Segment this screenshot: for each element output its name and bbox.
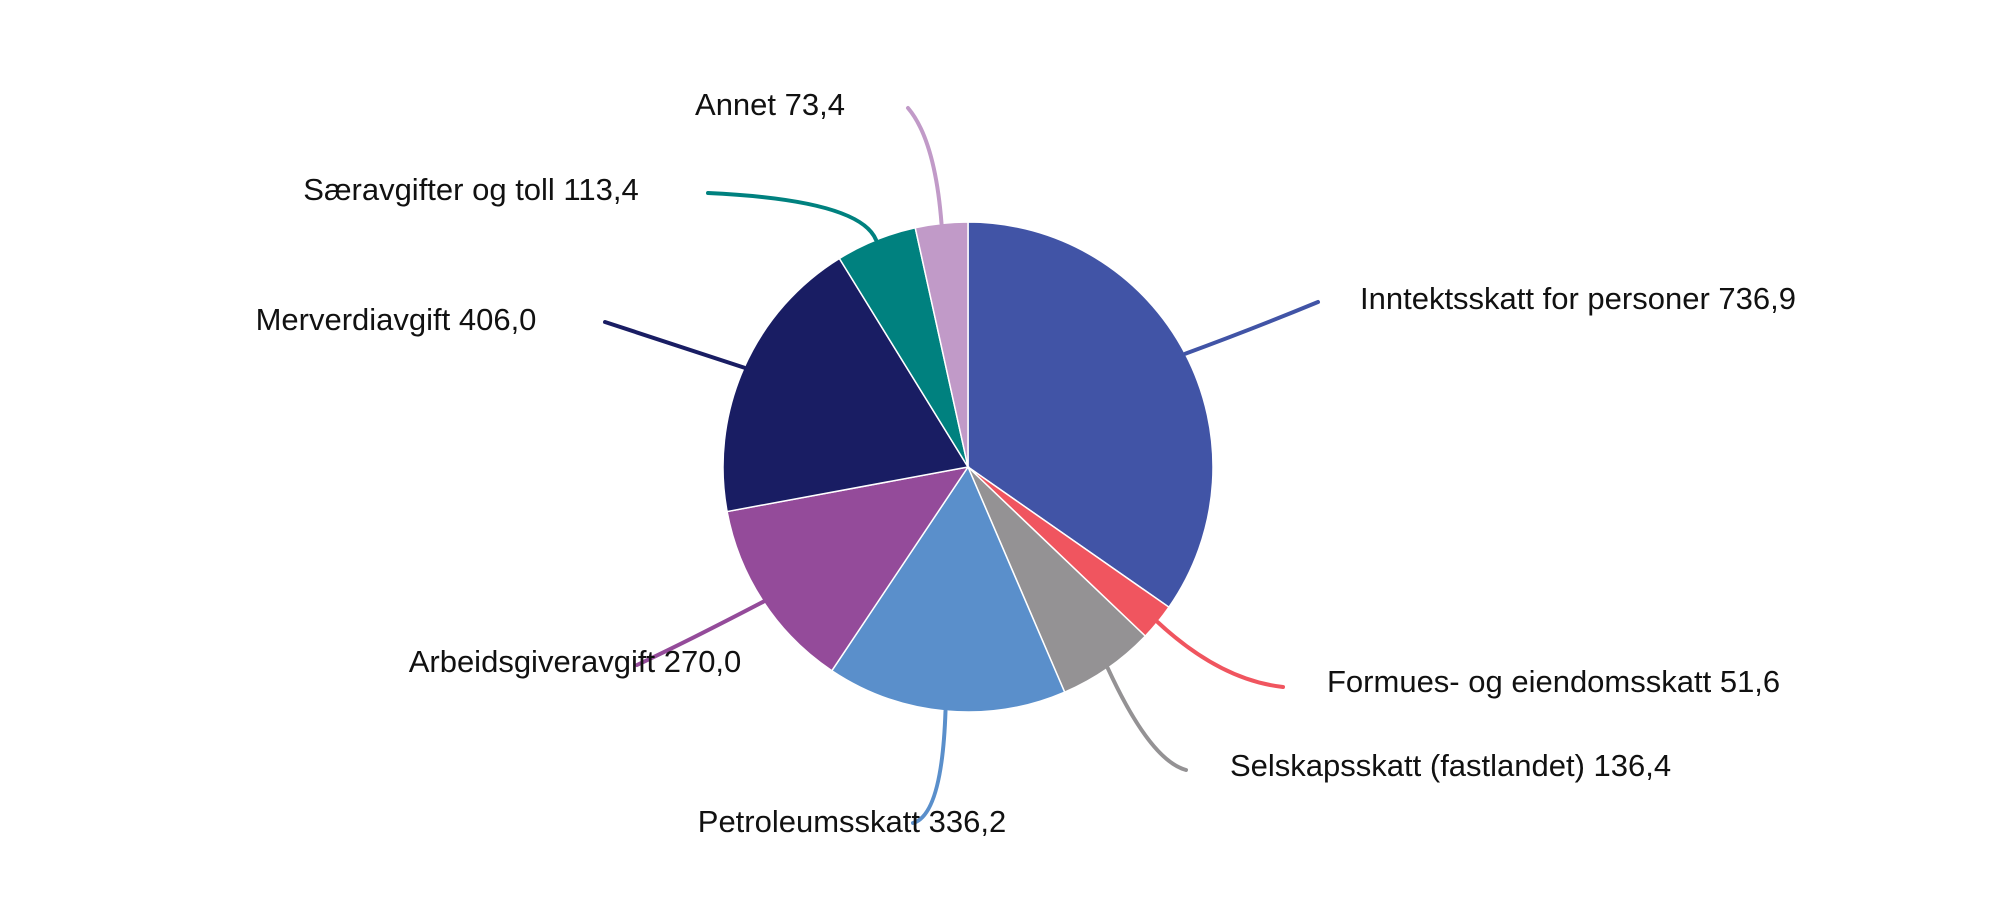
slice-label-annet: Annet 73,4	[695, 87, 845, 122]
leader-lines	[603, 106, 1320, 825]
leader-line-petroleumsskatt	[911, 709, 948, 825]
slice-labels: Inntektsskatt for personer 736,9 Formues-…	[256, 87, 1796, 839]
leader-line-saeravgifter-og-toll	[706, 191, 878, 242]
leader-line-arbeidsgiveravgift	[635, 599, 766, 667]
slice-label-petroleumsskatt: Petroleumsskatt 336,2	[698, 804, 1006, 839]
slice-label-formues-og-eiendomsskatt: Formues- og eiendomsskatt 51,6	[1327, 664, 1780, 699]
leader-line-annet	[906, 106, 944, 226]
leader-line-merverdiavgift	[603, 320, 747, 370]
leader-line-selskapsskatt-fastlandet	[1105, 666, 1188, 772]
slice-label-saeravgifter-og-toll: Særavgifter og toll 113,4	[303, 172, 638, 207]
pie-slices	[722, 221, 1214, 713]
slice-label-selskapsskatt-fastlandet: Selskapsskatt (fastlandet) 136,4	[1230, 748, 1671, 783]
slice-label-merverdiavgift: Merverdiavgift 406,0	[256, 302, 537, 337]
leader-line-inntektsskatt-for-personer	[1183, 300, 1320, 356]
slice-label-arbeidsgiveravgift: Arbeidsgiveravgift 270,0	[409, 644, 742, 679]
slice-label-inntektsskatt-for-personer: Inntektsskatt for personer 736,9	[1360, 281, 1796, 316]
leader-line-formues-og-eiendomsskatt	[1155, 620, 1285, 689]
